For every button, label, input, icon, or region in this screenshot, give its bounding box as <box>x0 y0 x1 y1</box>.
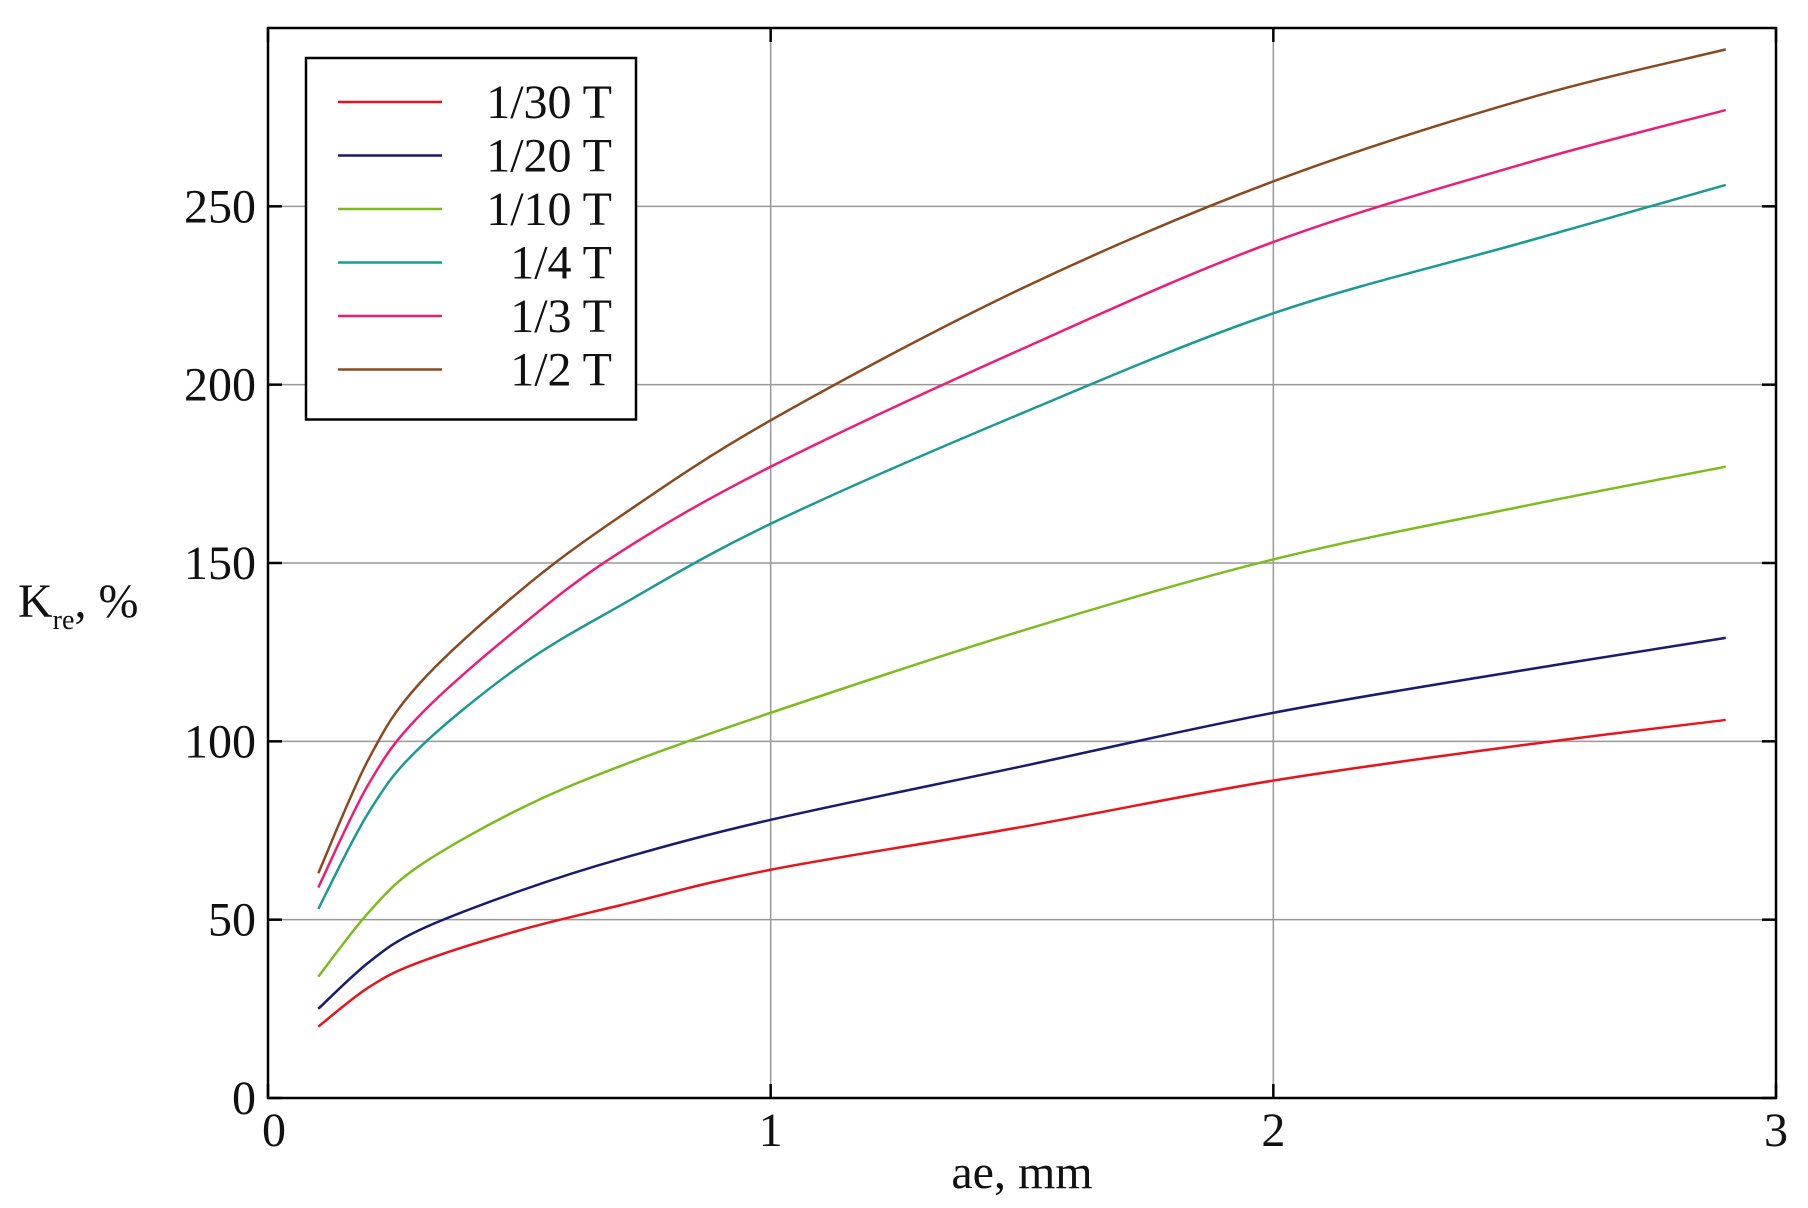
y-tick-label: 250 <box>184 180 256 233</box>
legend-label-2: 1/20 T <box>486 130 612 183</box>
y-tick-label: 100 <box>184 715 256 768</box>
legend-label-4: 1/4 T <box>510 237 612 290</box>
y-axis-title-main: K <box>18 575 53 628</box>
x-tick-label: 1 <box>759 1104 783 1157</box>
legend-label-3: 1/10 T <box>486 183 612 236</box>
y-tick-label: 0 <box>232 1072 256 1125</box>
series-line-1 <box>317 718 1726 1028</box>
x-tick-label: 2 <box>1261 1104 1285 1157</box>
series-line-3 <box>317 465 1726 978</box>
legend-box <box>304 56 638 421</box>
y-tick-labels: 0 50 100 150 200 250 <box>184 180 256 1125</box>
legend-label-5: 1/3 T <box>510 290 612 343</box>
x-tick-label: 0 <box>262 1104 286 1157</box>
y-axis-title-suffix: , % <box>74 575 138 628</box>
legend-label-6: 1/2 T <box>510 344 612 397</box>
y-tick-label: 200 <box>184 359 256 412</box>
y-tick-label: 50 <box>208 894 256 947</box>
series-line-2 <box>317 636 1726 1010</box>
x-tick-label: 3 <box>1764 1104 1788 1157</box>
y-tick-label: 150 <box>184 537 256 590</box>
series-line-4 <box>317 183 1727 910</box>
series-lines <box>317 48 1727 1028</box>
legend-label-1: 1/30 T <box>486 76 612 129</box>
y-axis-title: Kre, % <box>18 575 138 636</box>
legend: 1/30 T1/20 T1/10 T1/4 T1/3 T1/2 T <box>304 56 638 421</box>
x-tick-labels: 0 1 2 3 <box>262 1104 1788 1157</box>
series-line-6 <box>317 48 1727 874</box>
y-axis-title-subscript: re <box>53 605 75 636</box>
x-axis-title: ae, mm <box>951 1146 1092 1199</box>
series-line-5 <box>317 108 1727 889</box>
axis-ticks <box>266 28 1778 1100</box>
